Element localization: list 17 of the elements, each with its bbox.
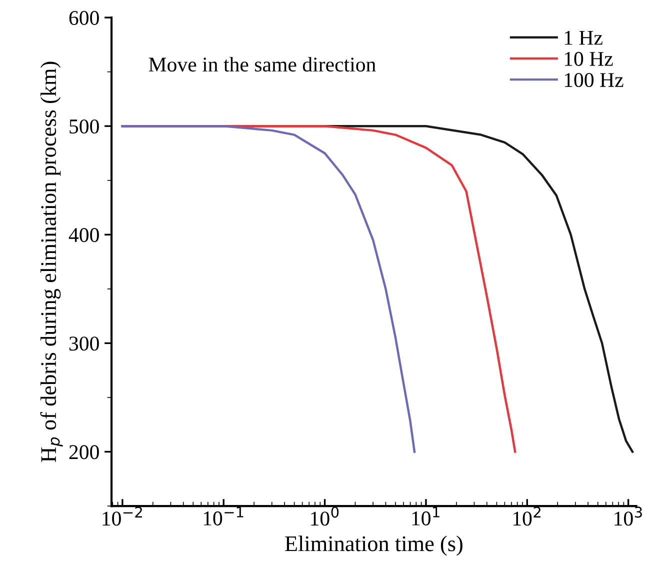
y-tick-label: 300 (69, 336, 99, 351)
y-tick-label: 600 (69, 10, 99, 25)
x-tick-label: 10$^{2}$ (513, 506, 540, 526)
legend-label: 100 Hz (564, 72, 624, 88)
y-axis-title: H$_{p}$ of debris during elimination process (km) (40, 62, 63, 462)
x-tick-label: 10$^{0}$ (311, 506, 339, 526)
x-tick-label: 10$^{3}$ (614, 506, 642, 526)
x-axis-title: Elimination time (s) (285, 536, 462, 556)
y-tick-label: 400 (68, 228, 99, 242)
x-tick-label: 10$^{1}$ (412, 506, 440, 526)
annotation: Move in the same direction (148, 56, 376, 72)
y-tick-label: 200 (69, 445, 99, 460)
x-tick-label: 10$^{−2}$ (102, 506, 142, 526)
x-tick-label: 10$^{−1}$ (204, 506, 244, 526)
legend-label: 10 Hz (564, 52, 613, 66)
legend-label: 1 Hz (564, 30, 602, 45)
y-tick-label: 500 (70, 119, 99, 134)
